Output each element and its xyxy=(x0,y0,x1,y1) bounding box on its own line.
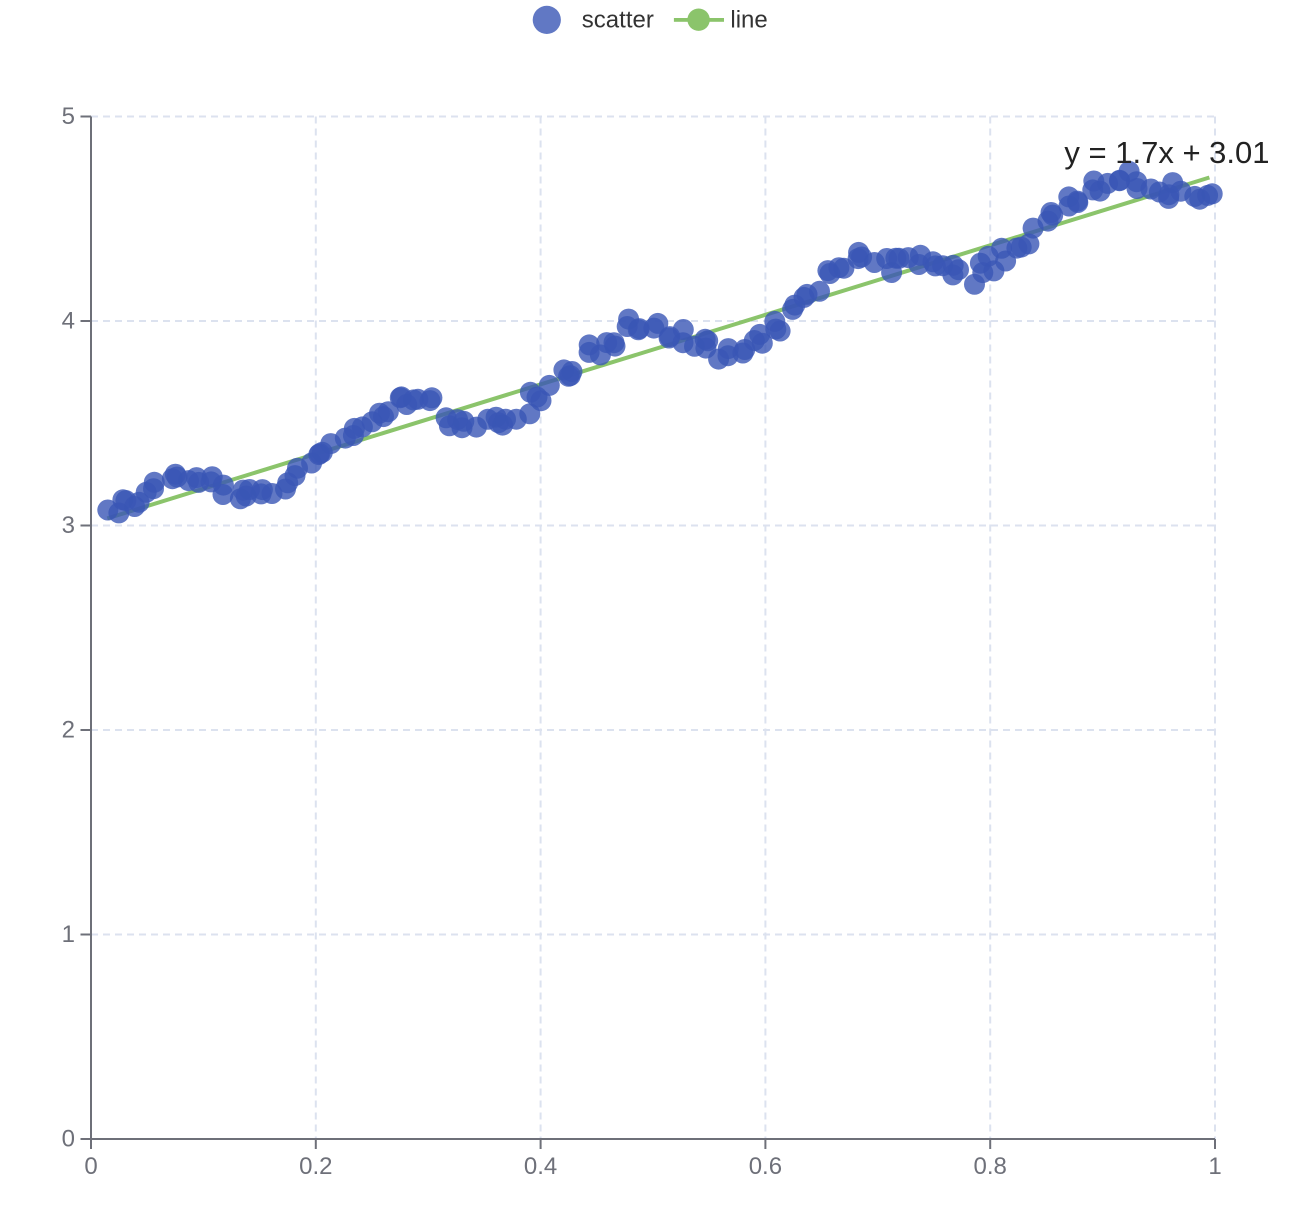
svg-text:y = 1.7x + 3.01: y = 1.7x + 3.01 xyxy=(1064,135,1269,170)
svg-text:0: 0 xyxy=(62,1126,75,1153)
svg-text:1: 1 xyxy=(1208,1153,1221,1180)
svg-text:1: 1 xyxy=(62,921,75,948)
svg-text:0.8: 0.8 xyxy=(974,1153,1007,1180)
svg-text:0.2: 0.2 xyxy=(299,1153,332,1180)
svg-text:line: line xyxy=(730,6,767,33)
svg-text:scatter: scatter xyxy=(582,6,654,33)
svg-text:2: 2 xyxy=(62,717,75,744)
svg-text:0.6: 0.6 xyxy=(749,1153,782,1180)
svg-text:0.4: 0.4 xyxy=(524,1153,557,1180)
svg-text:0: 0 xyxy=(84,1153,97,1180)
svg-text:5: 5 xyxy=(62,103,75,130)
svg-text:4: 4 xyxy=(62,308,75,335)
svg-text:3: 3 xyxy=(62,512,75,539)
